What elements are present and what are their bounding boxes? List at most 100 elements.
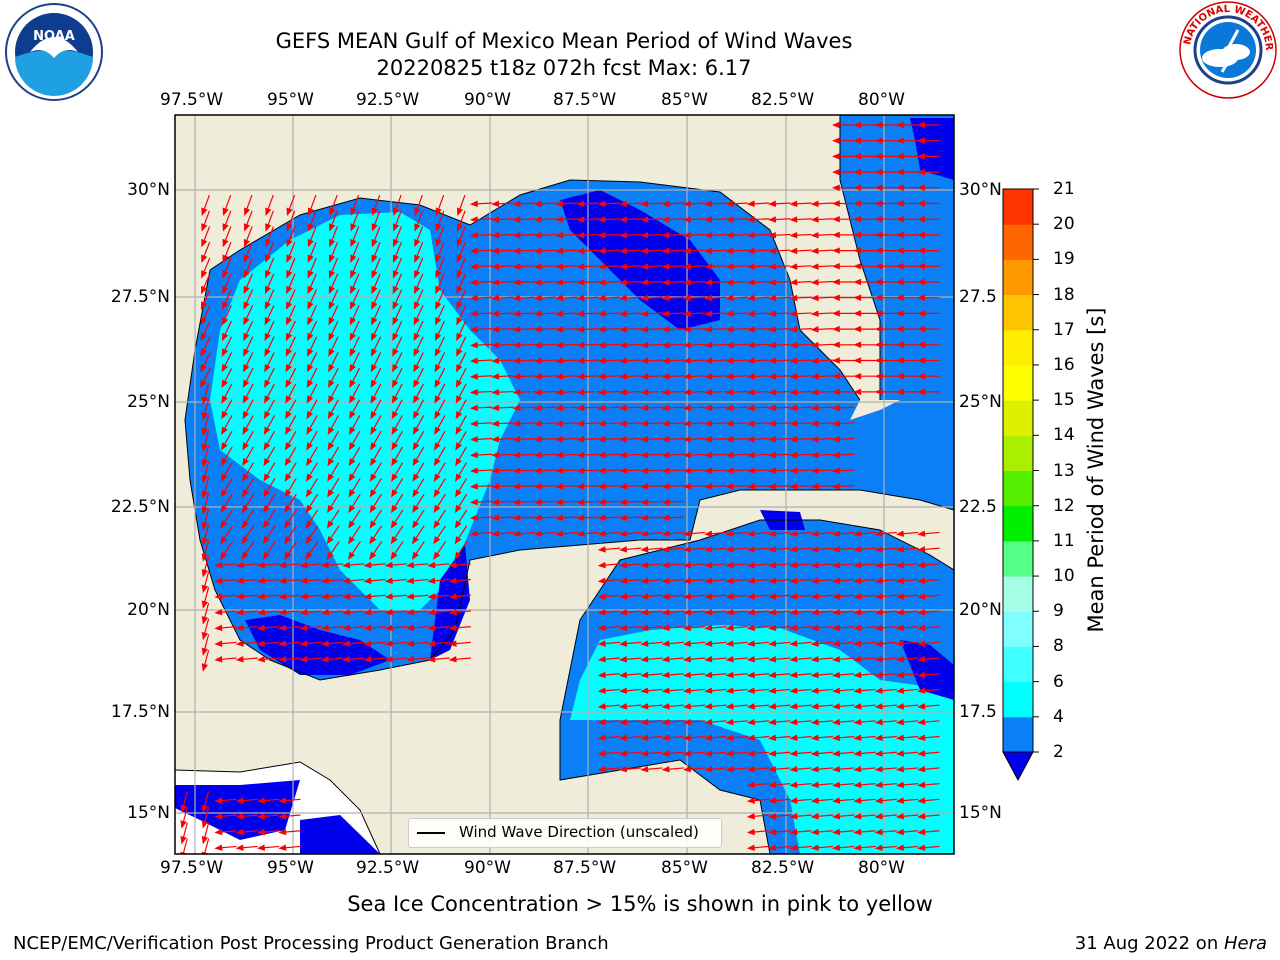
wind-wave-arrow-head [256,828,266,836]
wind-wave-arrow-head [241,536,249,545]
wind-wave-arrow-head [342,624,351,632]
wind-wave-arrow-head [456,332,463,342]
wind-wave-arrow-head [895,624,905,632]
wind-wave-arrow-head [895,718,905,726]
wind-wave-arrow-head [682,231,691,239]
wind-wave-arrow-head [555,326,564,333]
wind-wave-arrow-head [306,379,314,389]
wind-wave-arrow-head [789,388,798,396]
wind-wave-arrow-head [264,348,271,357]
wind-wave-arrow-head [917,656,926,663]
wind-wave-arrow-head [853,310,862,317]
wind-wave-arrow-head [256,561,266,569]
wind-wave-arrow-head [682,357,691,365]
wind-wave-arrow-head [320,561,329,569]
wind-wave-arrow-head [201,207,208,216]
wind-wave-arrow-head [371,332,378,342]
wind-wave-arrow-head [640,436,649,443]
wind-wave-arrow-head [895,372,904,380]
wind-wave-arrow-head [832,483,840,490]
wind-wave-arrow-head [725,263,734,270]
wind-wave-arrow-head [412,473,420,482]
wind-wave-arrow-head [768,216,777,223]
wind-wave-arrow-head [414,285,421,295]
footer-left: NCEP/EMC/Verification Post Processing Pr… [13,933,609,954]
wind-wave-arrow-head [768,200,777,208]
wind-wave-arrow-head [831,184,840,192]
wind-wave-arrow-head [243,285,250,295]
wind-wave-arrow-head [222,223,229,232]
wind-wave-arrow-head [789,404,798,412]
wind-wave-arrow-head [576,341,585,349]
wind-wave-arrow-head [222,254,229,263]
wind-wave-arrow-head [469,326,478,333]
wind-wave-arrow-head [533,498,542,506]
wind-wave-arrow-head [832,844,841,851]
wind-wave-arrow-head [433,504,441,514]
wind-wave-arrow-head [200,363,207,373]
wind-wave-arrow-head [704,263,713,270]
wind-wave-arrow-head [597,703,606,710]
wind-wave-arrow-head [327,410,335,420]
wind-wave-arrow-head [491,451,500,459]
wind-wave-arrow-head [832,404,840,412]
wind-wave-arrow-head [555,247,564,255]
wind-wave-arrow-head [895,168,904,176]
wind-wave-arrow-head [874,388,883,396]
wind-wave-arrow-head [235,844,244,851]
wind-wave-arrow-head [768,483,777,490]
wind-wave-arrow-head [810,247,819,255]
wind-wave-arrow-head [810,844,819,851]
wind-wave-arrow-head [725,200,734,208]
wind-wave-arrow-head [917,372,925,380]
wind-wave-arrow-head [412,504,420,514]
colorbar-segment [1003,540,1033,577]
wind-wave-arrow-head [414,270,421,279]
wind-wave-arrow-head [448,640,457,647]
nws-logo: NATIONAL WEATHER SERVICE [1178,0,1277,99]
wind-wave-arrow-head [221,426,228,435]
wind-wave-arrow-head [201,616,209,625]
wind-wave-arrow-head [768,844,777,851]
wind-wave-arrow-head [789,200,798,208]
wind-wave-arrow-head [768,624,777,632]
wind-wave-arrow-head [619,530,628,537]
wind-wave-arrow-head [853,734,862,742]
wind-wave-arrow-head [469,388,478,396]
wind-wave-arrow-head [661,656,670,663]
wind-wave-arrow-head [704,546,713,553]
wind-wave-arrow-head [746,844,755,851]
wind-wave-arrow-head [619,546,628,553]
wind-wave-arrow-head [917,153,925,160]
wind-wave-arrow-head [704,703,713,710]
wind-wave-arrow-head [725,750,734,757]
colorbar-extend-triangle [1002,751,1034,782]
wind-wave-arrow-head [619,231,627,239]
wind-wave-arrow-head [469,216,478,223]
colorbar-segment [1003,259,1033,296]
wind-wave-arrow-head [370,379,378,389]
wind-wave-arrow-head [265,223,272,232]
wind-wave-arrow-head [597,357,606,365]
wind-wave-arrow-head [435,285,442,295]
wind-wave-arrow-head [455,379,463,389]
wind-wave-arrow-head [725,231,734,239]
wind-wave-arrow-head [576,263,585,270]
wind-wave-arrow-head [768,263,777,270]
wind-wave-arrow-head [307,254,314,263]
wind-wave-arrow-head [455,457,462,467]
wind-wave-arrow-head [512,216,521,223]
wind-wave-arrow-head [768,420,777,427]
wind-wave-arrow-head [832,671,841,679]
wind-wave-arrow-head [469,357,478,365]
wind-wave-arrow-head [853,781,862,789]
wind-wave-arrow-head [661,577,670,585]
wind-wave-arrow-head [832,530,841,537]
wind-wave-arrow-head [328,270,335,279]
lat-tick-right: 20°N [959,600,1002,620]
wind-wave-arrow-head [853,247,862,254]
wind-wave-arrow-head [220,489,228,498]
wind-wave-arrow-head [512,326,521,333]
footer-machine: Hera [1223,933,1267,954]
wind-wave-arrow-head [853,388,862,396]
